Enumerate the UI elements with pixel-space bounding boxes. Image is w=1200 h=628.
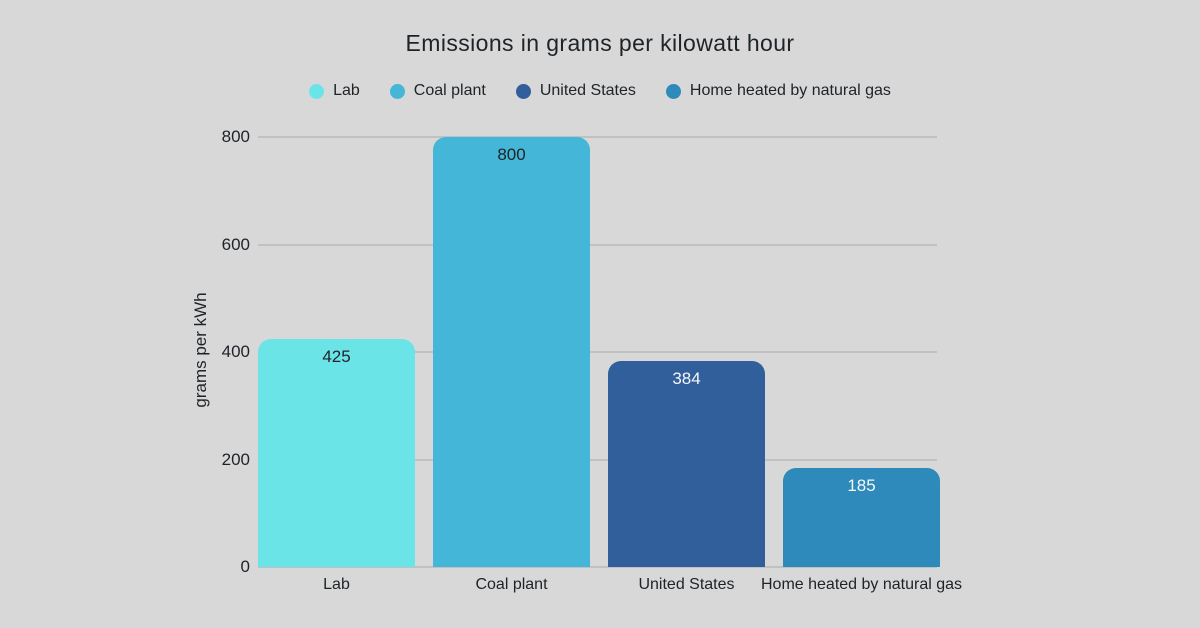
bar-value-label: 384 <box>672 368 701 388</box>
bar-value-label: 185 <box>847 475 876 495</box>
x-category-label: Lab <box>323 576 350 593</box>
y-tick-label: 200 <box>221 449 250 469</box>
bar-value-label: 800 <box>497 145 526 164</box>
bar-home-heated-by-natural-gas <box>783 467 940 567</box>
legend-label: Lab <box>333 82 360 99</box>
y-tick-label: 400 <box>221 342 250 361</box>
bar-lab <box>258 338 415 567</box>
legend-label: Coal plant <box>413 82 486 99</box>
legend-dot-icon <box>309 83 325 99</box>
legend-item: Home heated by natural gas <box>665 82 891 100</box>
gridline <box>258 243 937 246</box>
x-category-label: United States <box>638 576 735 593</box>
y-axis-label: grams per kWh <box>191 292 210 408</box>
gridline <box>258 136 937 138</box>
legend-dot-icon <box>515 83 531 99</box>
legend-item: United States <box>515 82 636 100</box>
gridline <box>258 351 937 353</box>
bar-united-states <box>608 360 765 567</box>
legend-dot-icon <box>389 83 405 99</box>
legend-label: United States <box>539 82 636 99</box>
chart-title: Emissions in grams per kilowatt hour <box>405 30 795 56</box>
bar-value-label: 425 <box>322 346 351 366</box>
y-tick-label: 600 <box>221 234 250 254</box>
gridline <box>258 566 937 568</box>
legend: Lab Coal plant United States Home heated by… <box>0 82 1200 100</box>
bar-coal-plant <box>433 137 590 567</box>
x-category-label: Coal plant <box>475 576 548 593</box>
y-tick-label: 800 <box>221 127 250 146</box>
x-category-label: Home heated by natural gas <box>760 576 963 593</box>
gridline <box>258 458 937 461</box>
legend-item: Coal plant <box>389 82 486 100</box>
y-tick-label: 0 <box>240 557 250 576</box>
legend-dot-icon <box>665 83 681 99</box>
legend-label: Home heated by natural gas <box>689 82 891 99</box>
legend-item: Lab <box>309 82 360 100</box>
